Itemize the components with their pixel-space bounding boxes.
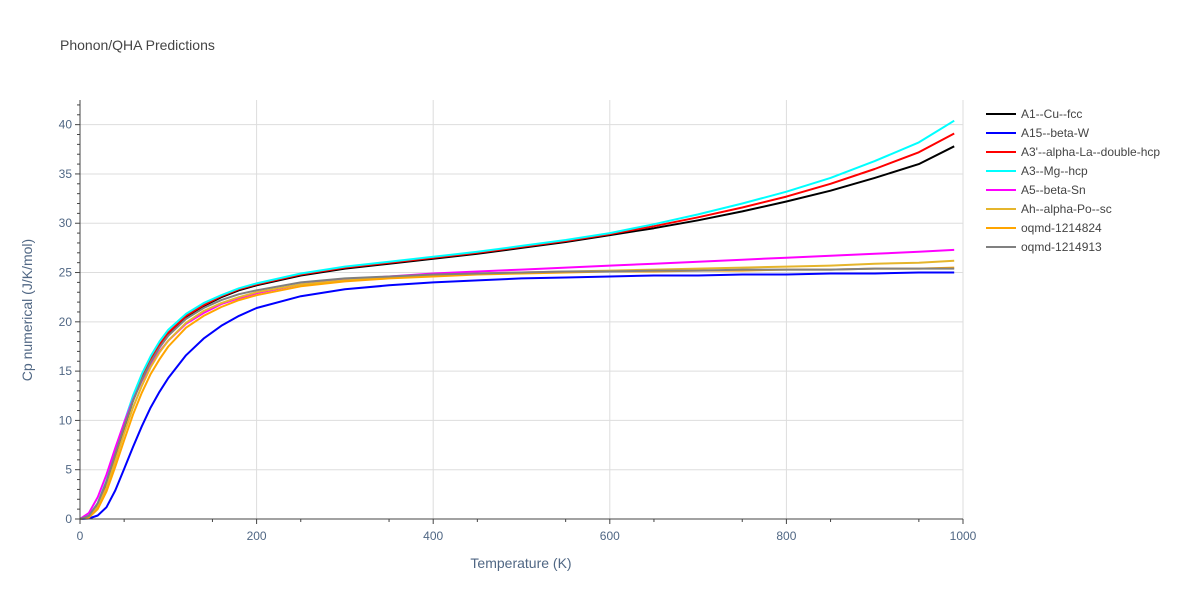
axes xyxy=(79,100,963,520)
x-tick-label: 0 xyxy=(77,529,84,543)
legend-label: A1--Cu--fcc xyxy=(1021,107,1082,121)
legend-label: oqmd-1214824 xyxy=(1021,221,1102,235)
y-tick-label: 10 xyxy=(59,413,73,427)
legend-item[interactable]: A1--Cu--fcc xyxy=(986,107,1082,121)
y-tick-label: 40 xyxy=(59,118,73,132)
legend-label: oqmd-1214913 xyxy=(1021,240,1102,254)
x-axis-ticks: 0 200 400 600 800 1000 xyxy=(77,519,977,543)
series-line-A5--beta-Sn xyxy=(79,248,955,520)
legend-item[interactable]: oqmd-1214913 xyxy=(986,240,1102,254)
y-tick-label: 5 xyxy=(65,463,72,477)
x-tick-label: 200 xyxy=(247,529,267,543)
legend-item[interactable]: oqmd-1214824 xyxy=(986,221,1102,235)
x-tick-label: 400 xyxy=(423,529,443,543)
series-line-A3'--alpha-La--double-hcp xyxy=(79,132,955,520)
y-axis-title: Cp numerical (J/K/mol) xyxy=(19,239,35,381)
legend-label: A5--beta-Sn xyxy=(1021,183,1086,197)
legend-item[interactable]: A3--Mg--hcp xyxy=(986,164,1088,178)
x-tick-label: 800 xyxy=(776,529,796,543)
grid xyxy=(80,100,964,519)
x-tick-label: 600 xyxy=(600,529,620,543)
legend-label: A3'--alpha-La--double-hcp xyxy=(1021,145,1160,159)
legend-item[interactable]: A3'--alpha-La--double-hcp xyxy=(986,145,1160,159)
plot-area xyxy=(79,119,955,520)
legend-label: A3--Mg--hcp xyxy=(1021,164,1088,178)
legend-item[interactable]: A5--beta-Sn xyxy=(986,183,1086,197)
legend: A1--Cu--fcc A15--beta-W A3'--alpha-La--dou… xyxy=(986,107,1160,254)
y-axis-ticks: 0 5 10 15 20 25 30 35 40 xyxy=(59,104,80,526)
series-line-Ah--alpha-Po--sc xyxy=(79,259,955,520)
legend-label: Ah--alpha-Po--sc xyxy=(1021,202,1112,216)
y-tick-label: 30 xyxy=(59,216,73,230)
chart-title: Phonon/QHA Predictions xyxy=(60,37,215,53)
legend-label: A15--beta-W xyxy=(1021,126,1090,140)
x-axis-title: Temperature (K) xyxy=(470,555,571,571)
y-tick-label: 0 xyxy=(65,512,72,526)
y-tick-label: 25 xyxy=(59,266,73,280)
y-tick-label: 35 xyxy=(59,167,73,181)
series-line-oqmd-1214913 xyxy=(79,267,955,520)
legend-item[interactable]: A15--beta-W xyxy=(986,126,1090,140)
series-line-A15--beta-W xyxy=(79,271,955,520)
y-tick-label: 20 xyxy=(59,315,73,329)
legend-item[interactable]: Ah--alpha-Po--sc xyxy=(986,202,1112,216)
series-line-A3--Mg--hcp xyxy=(79,119,955,520)
x-tick-label: 1000 xyxy=(950,529,977,543)
y-tick-label: 15 xyxy=(59,364,73,378)
